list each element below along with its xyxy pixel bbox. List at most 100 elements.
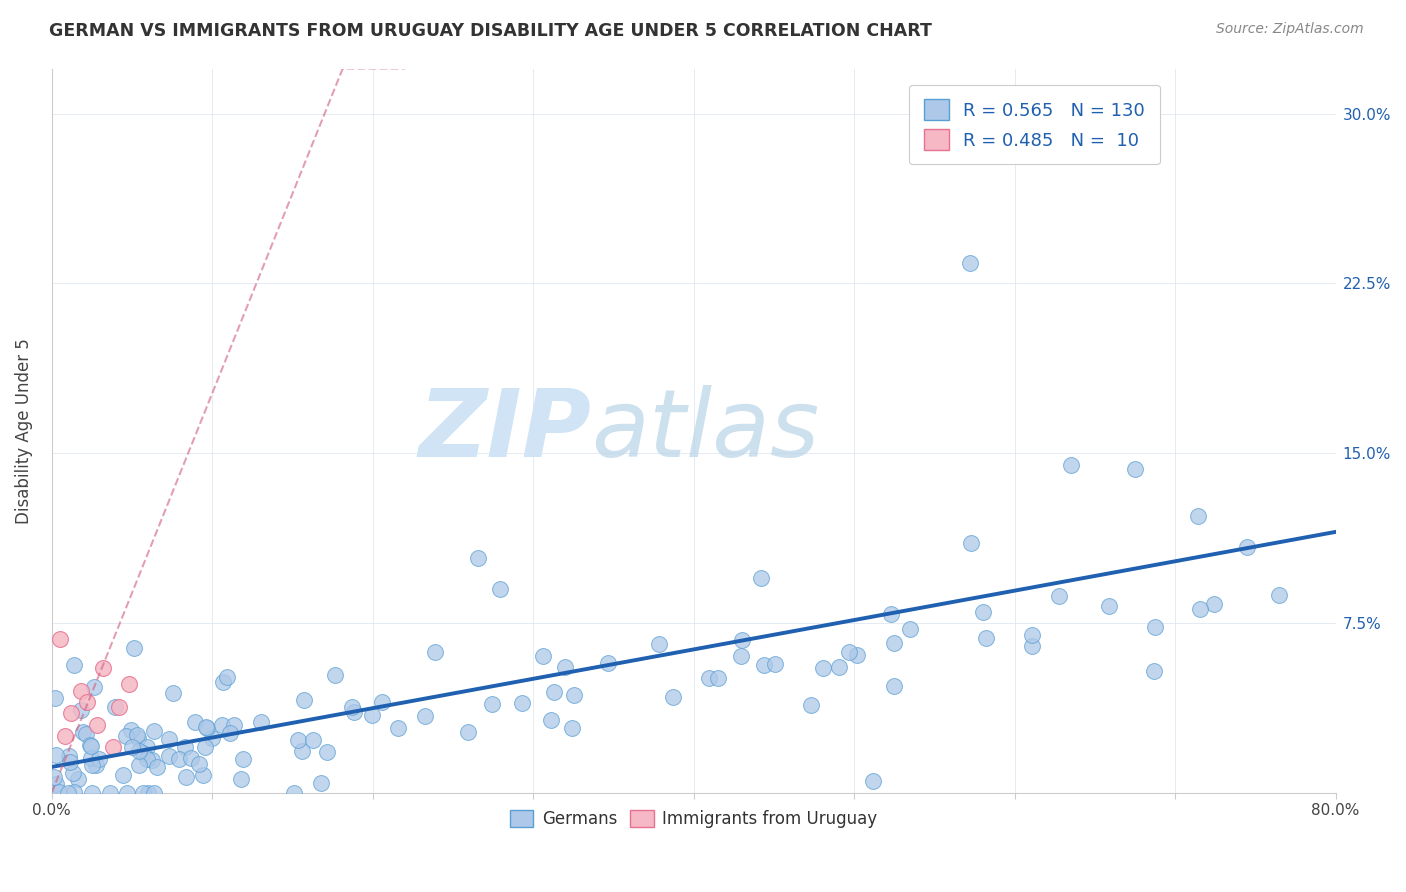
Point [222, 718, 245, 732]
Point [562, 688, 585, 702]
Point [132, 786, 155, 800]
Point [974, 631, 997, 645]
Point [1123, 462, 1146, 476]
Point [91, 661, 114, 675]
Point [291, 744, 314, 758]
Point [1202, 597, 1225, 611]
Text: ZIP: ZIP [418, 384, 591, 476]
Point [1021, 628, 1043, 642]
Point [127, 731, 149, 746]
Point [89, 752, 111, 766]
Point [697, 672, 720, 686]
Point [1268, 589, 1291, 603]
Point [80, 739, 103, 753]
Point [510, 696, 533, 710]
Point [56, 786, 79, 800]
Point [554, 660, 576, 674]
Point [311, 776, 333, 790]
Point [59, 755, 82, 769]
Point [136, 740, 159, 755]
Point [343, 705, 366, 719]
Point [972, 605, 994, 619]
Point [45, 777, 67, 791]
Point [115, 729, 138, 743]
Point [661, 690, 683, 705]
Point [76, 695, 98, 709]
Point [128, 758, 150, 772]
Point [467, 550, 489, 565]
Point [128, 744, 150, 758]
Point [122, 641, 145, 656]
Point [370, 695, 392, 709]
Point [66, 772, 89, 787]
Point [132, 746, 155, 760]
Point [1021, 639, 1043, 653]
Point [194, 720, 217, 734]
Point [72, 725, 94, 739]
Text: GERMAN VS IMMIGRANTS FROM URUGUAY DISABILITY AGE UNDER 5 CORRELATION CHART: GERMAN VS IMMIGRANTS FROM URUGUAY DISABI… [49, 22, 932, 40]
Point [283, 786, 305, 800]
Point [118, 677, 141, 691]
Point [49, 632, 72, 646]
Point [48, 784, 70, 798]
Point [143, 724, 166, 739]
Point [141, 753, 163, 767]
Point [1187, 508, 1209, 523]
Point [648, 637, 671, 651]
Point [108, 699, 131, 714]
Point [201, 731, 224, 746]
Point [959, 256, 981, 270]
Point [292, 692, 315, 706]
Point [69, 683, 91, 698]
Point [104, 700, 127, 714]
Point [880, 607, 903, 621]
Point [195, 721, 218, 735]
Point [80, 786, 103, 800]
Point [1143, 619, 1166, 633]
Text: atlas: atlas [591, 385, 820, 476]
Point [193, 768, 215, 782]
Point [813, 661, 835, 675]
Point [488, 582, 510, 597]
Point [315, 745, 337, 759]
Point [387, 721, 409, 735]
Point [180, 751, 202, 765]
Point [194, 740, 217, 755]
Point [53, 729, 76, 743]
Point [45, 747, 67, 762]
Point [157, 732, 180, 747]
Text: Source: ZipAtlas.com: Source: ZipAtlas.com [1216, 22, 1364, 37]
Point [229, 772, 252, 787]
Point [75, 727, 97, 741]
Point [540, 714, 562, 728]
Point [828, 660, 851, 674]
Point [1098, 599, 1121, 613]
Point [325, 668, 347, 682]
Point [63, 658, 86, 673]
Point [1142, 664, 1164, 678]
Point [1035, 112, 1057, 126]
Point [862, 774, 884, 789]
Point [62, 765, 84, 780]
Point [838, 645, 860, 659]
Point [531, 649, 554, 664]
Point [730, 648, 752, 663]
Point [707, 671, 730, 685]
Point [80, 750, 103, 764]
Legend: Germans, Immigrants from Uruguay: Germans, Immigrants from Uruguay [503, 804, 884, 835]
Point [423, 645, 446, 659]
Point [799, 698, 821, 712]
Point [561, 721, 583, 735]
Point [413, 709, 436, 723]
Point [1236, 541, 1258, 555]
Point [167, 752, 190, 766]
Point [845, 648, 868, 663]
Point [1188, 602, 1211, 616]
Point [883, 635, 905, 649]
Point [543, 685, 565, 699]
Point [188, 756, 211, 771]
Point [752, 658, 775, 673]
Point [215, 670, 238, 684]
Point [63, 785, 86, 799]
Point [287, 733, 309, 747]
